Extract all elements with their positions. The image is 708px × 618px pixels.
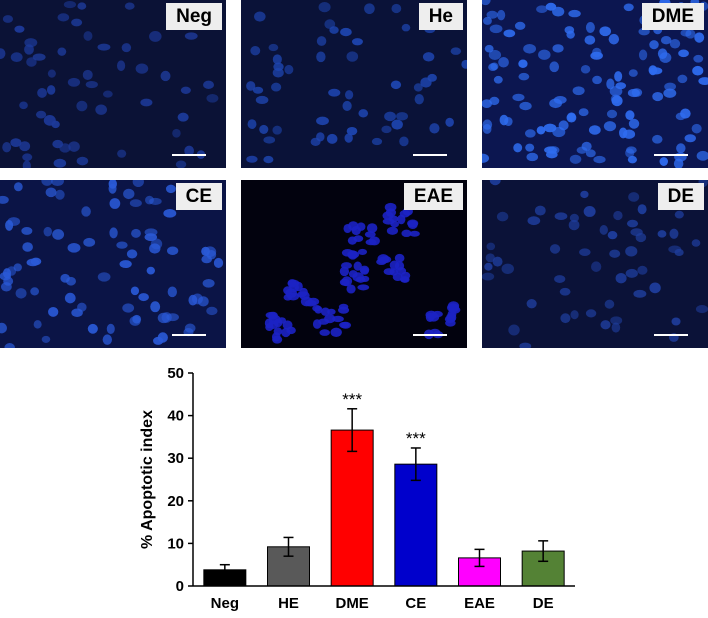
x-tick-label: DME — [335, 595, 368, 612]
x-tick-label: CE — [405, 595, 426, 612]
apoptotic-index-bar-chart: 0 10 20 30 40 50 Neg HE *** DME *** CE EAE DE % Apopto… — [139, 365, 575, 612]
error-bar — [219, 563, 230, 576]
error-bar — [283, 536, 294, 557]
y-tick-label: 0 — [176, 578, 184, 595]
micrograph-panel-dme: DME — [482, 0, 708, 168]
scale-bar — [172, 334, 206, 336]
x-tick-label: EAE — [464, 595, 495, 612]
bar-dme — [330, 429, 374, 587]
panel-label: DE — [657, 183, 704, 210]
panel-label: DME — [641, 3, 704, 30]
micrograph-panel-ce: CE — [0, 180, 226, 348]
y-tick-label: 40 — [167, 408, 184, 425]
bar-eae — [458, 557, 501, 587]
error-bar — [410, 447, 421, 482]
y-tick-label: 30 — [167, 450, 184, 467]
significance-annotation: *** — [342, 390, 362, 409]
panel-label: Neg — [166, 3, 222, 30]
x-tick-label: Neg — [211, 595, 239, 612]
scale-bar — [654, 334, 688, 336]
micrograph-panel-he: He — [241, 0, 467, 168]
error-bar — [538, 540, 549, 563]
error-bar — [347, 408, 358, 453]
scale-bar — [172, 154, 206, 156]
scale-bar — [413, 334, 447, 336]
y-axis-label: % Apoptotic index — [139, 410, 156, 549]
error-bar — [474, 548, 485, 568]
panel-label: EAE — [403, 183, 463, 210]
bar-ce — [394, 463, 438, 587]
x-tick-label: DE — [533, 595, 554, 612]
micrograph-panel-eae: EAE — [241, 180, 467, 348]
x-tick-label: HE — [278, 595, 299, 612]
scale-bar — [413, 154, 447, 156]
scale-bar — [654, 154, 688, 156]
y-tick-label: 10 — [167, 535, 184, 552]
panel-label: CE — [175, 183, 222, 210]
micrograph-panel-de: DE — [482, 180, 708, 348]
significance-annotation: *** — [406, 429, 426, 448]
panel-label: He — [418, 3, 463, 30]
y-tick-label: 20 — [167, 493, 184, 510]
y-tick-label: 50 — [167, 365, 184, 382]
micrograph-panel-neg: Neg — [0, 0, 226, 168]
